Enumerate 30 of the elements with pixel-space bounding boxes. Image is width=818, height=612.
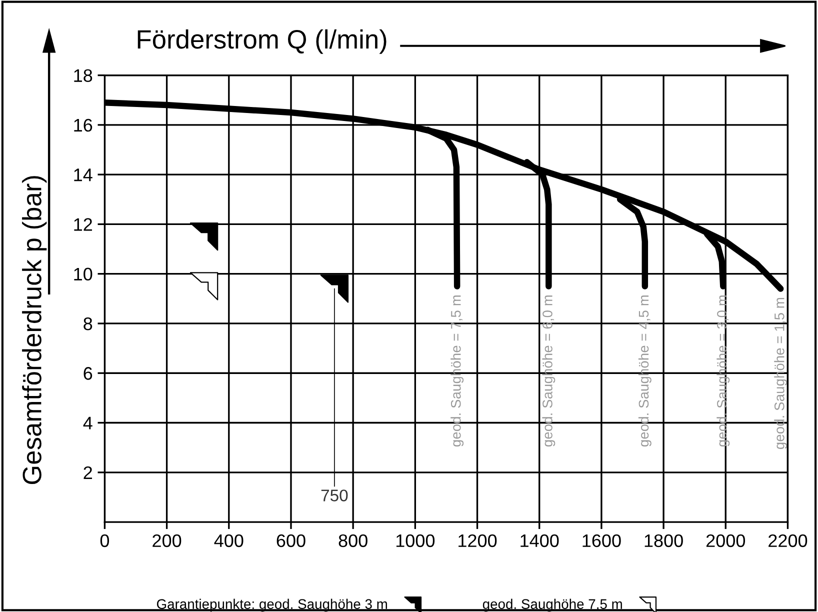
- y-axis-title: Gesamtförderdruck p (bar): [22, 176, 47, 484]
- y-tick-label: 8: [84, 317, 92, 330]
- y-tick-label: 2: [84, 466, 92, 479]
- annotation: geod. Saughöhe = 1,5 m: [774, 298, 788, 449]
- y-tick-label: 16: [74, 118, 92, 132]
- legend-label: geod. Saughöhe 7,5 m: [482, 598, 622, 612]
- annotation: geod. Saughöhe = 6,0 m: [542, 295, 556, 446]
- y-tick-label: 14: [74, 168, 92, 182]
- x-axis-title: Förderstrom Q (l/min): [138, 29, 386, 54]
- legend-label: Garantiepunkte: geod. Saughöhe 3 m: [156, 598, 387, 612]
- x-tick-label: 1200: [458, 534, 497, 548]
- x-tick-label: 0: [100, 534, 110, 548]
- x-tick-label: 1800: [644, 534, 683, 548]
- x-tick-label: 1000: [396, 534, 435, 548]
- x-tick-label: 600: [276, 534, 306, 548]
- annotation: 750: [321, 490, 348, 502]
- annotation: geod. Saughöhe = 4,5 m: [638, 295, 652, 446]
- annotation: geod. Saughöhe = 7,5 m: [450, 295, 464, 446]
- x-tick-label: 400: [214, 534, 244, 548]
- y-tick-label: 10: [74, 268, 92, 281]
- x-tick-label: 1600: [582, 534, 621, 548]
- x-tick-label: 1400: [520, 534, 559, 548]
- y-tick-label: 4: [83, 416, 92, 430]
- y-tick-label: 12: [74, 218, 92, 231]
- x-tick-label: 2000: [706, 534, 746, 548]
- x-tick-label: 2200: [768, 534, 808, 548]
- x-tick-label: 200: [152, 534, 182, 548]
- y-tick-label: 18: [74, 69, 92, 82]
- x-tick-label: 800: [338, 534, 368, 548]
- y-tick-label: 6: [84, 367, 92, 380]
